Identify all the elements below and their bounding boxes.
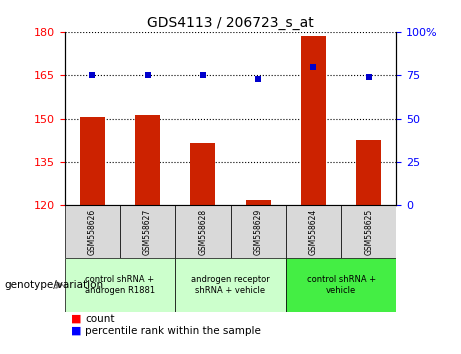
Bar <box>286 205 341 258</box>
Bar <box>65 205 120 258</box>
Text: androgen receptor
shRNA + vehicle: androgen receptor shRNA + vehicle <box>191 275 270 295</box>
Bar <box>135 115 160 205</box>
Bar <box>301 36 326 205</box>
Text: GSM558624: GSM558624 <box>309 209 318 255</box>
Bar <box>286 258 396 312</box>
Text: ■: ■ <box>71 326 82 336</box>
Text: GDS4113 / 206723_s_at: GDS4113 / 206723_s_at <box>147 16 314 30</box>
Text: genotype/variation: genotype/variation <box>5 280 104 290</box>
Text: GSM558629: GSM558629 <box>254 209 263 255</box>
Point <box>254 76 262 81</box>
Point <box>144 73 151 78</box>
Bar <box>175 258 286 312</box>
Bar <box>65 258 175 312</box>
Text: GSM558628: GSM558628 <box>198 209 207 255</box>
Text: GSM558627: GSM558627 <box>143 209 152 255</box>
Point <box>199 73 207 78</box>
Text: control shRNA +
vehicle: control shRNA + vehicle <box>307 275 376 295</box>
Point <box>310 64 317 69</box>
Text: control shRNA +
androgen R1881: control shRNA + androgen R1881 <box>85 275 155 295</box>
Bar <box>175 205 230 258</box>
Point <box>89 73 96 78</box>
Text: percentile rank within the sample: percentile rank within the sample <box>85 326 261 336</box>
Bar <box>356 140 381 205</box>
Text: ■: ■ <box>71 314 82 324</box>
Text: count: count <box>85 314 115 324</box>
Text: GSM558626: GSM558626 <box>88 209 97 255</box>
Bar <box>246 200 271 205</box>
Point <box>365 74 372 80</box>
Bar <box>190 143 215 205</box>
Bar <box>230 205 286 258</box>
Text: GSM558625: GSM558625 <box>364 209 373 255</box>
Bar <box>341 205 396 258</box>
Bar <box>120 205 175 258</box>
Bar <box>80 117 105 205</box>
